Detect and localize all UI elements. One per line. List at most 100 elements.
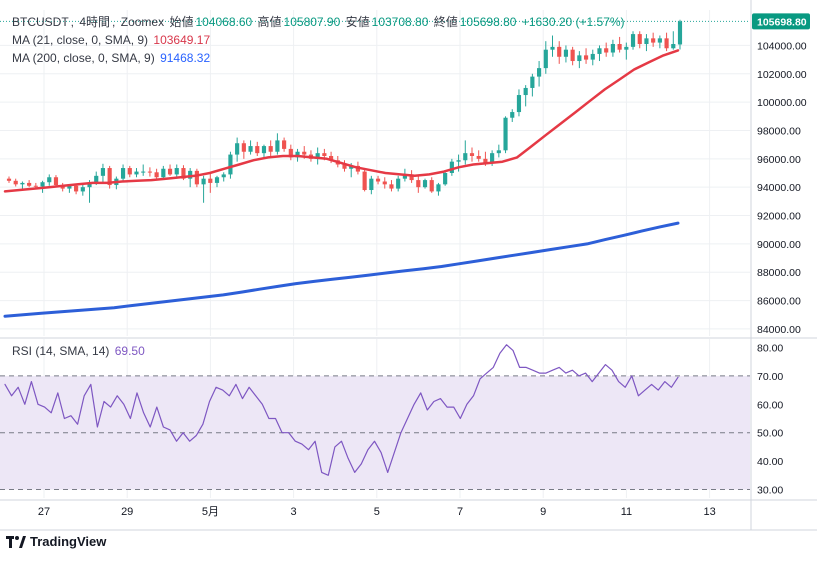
candle-body — [563, 49, 569, 57]
exchange-label: Zoomex — [120, 15, 165, 29]
candle-body — [141, 171, 146, 173]
candle-body — [302, 151, 307, 155]
open-label: 始値 — [169, 15, 194, 29]
symbol-info-line: BTCUSDT, 4時間, Zoomex 始値 104068.60 高値 10580… — [12, 15, 625, 29]
candle-body — [208, 178, 213, 183]
candle-body — [67, 185, 72, 189]
candle-body — [261, 146, 267, 154]
rsi-label: RSI (14, SMA, 14) — [12, 344, 110, 358]
candle-body — [422, 180, 428, 188]
candle-body — [449, 161, 454, 173]
y-tick-label: 100000.00 — [757, 97, 807, 109]
candle-body — [47, 177, 52, 183]
candle-body — [577, 55, 582, 62]
x-tick-label: 3 — [291, 506, 297, 518]
candle-body — [630, 34, 636, 47]
candle-body — [362, 171, 367, 191]
open-value: 104068.60 — [195, 15, 253, 29]
x-tick-label: 7 — [457, 506, 463, 518]
candle-body — [416, 180, 421, 188]
rsi-y-tick-label: 40.00 — [757, 456, 783, 468]
candle-body — [127, 168, 132, 175]
x-tick-label: 5 — [374, 506, 380, 518]
x-tick-label: 13 — [703, 506, 715, 518]
candle-body — [147, 171, 152, 173]
candle-body — [557, 46, 562, 57]
candle-body — [677, 21, 683, 45]
candle-body — [597, 48, 602, 54]
y-tick-label: 86000.00 — [757, 296, 801, 308]
ma200-label: MA (200, close, 0, SMA, 9) — [12, 51, 155, 65]
candle-body — [375, 178, 381, 182]
y-tick-label: 102000.00 — [757, 69, 807, 81]
rsi-legend[interactable]: RSI (14, SMA, 14) 69.50 — [12, 344, 147, 359]
y-tick-label: 104000.00 — [757, 40, 807, 52]
candle-body — [167, 168, 173, 175]
candle-body — [315, 153, 320, 159]
rsi-y-tick-label: 30.00 — [757, 484, 783, 496]
candle-body — [570, 49, 575, 62]
candle-body — [6, 178, 12, 181]
candle-body — [463, 153, 468, 161]
candle-body — [349, 165, 354, 169]
candle-body — [221, 174, 226, 178]
x-tick-label: 29 — [121, 506, 133, 518]
candle-body — [342, 164, 347, 169]
candle-body — [651, 38, 656, 43]
candle-body — [328, 155, 334, 161]
candle-body — [27, 182, 32, 186]
candle-body — [516, 95, 522, 113]
candle-body — [94, 175, 99, 183]
rsi-y-tick-label: 80.00 — [757, 343, 783, 355]
x-tick-label: 27 — [38, 506, 50, 518]
interval-label[interactable]: 4時間 — [79, 15, 111, 29]
y-tick-label: 84000.00 — [757, 324, 801, 336]
brand-name: TradingView — [30, 534, 107, 549]
candle-body — [490, 153, 495, 164]
ma200-line — [3, 221, 680, 318]
close-value: 105698.80 — [459, 15, 517, 29]
candle-body — [476, 155, 481, 159]
x-tick-label: 5月 — [202, 506, 219, 518]
candle-body — [469, 153, 475, 156]
candle-body — [80, 187, 85, 192]
candle-body — [637, 34, 642, 45]
candle-body — [396, 178, 401, 189]
candle-body — [194, 170, 199, 185]
high-value: 105807.90 — [283, 15, 341, 29]
candle-body — [483, 158, 488, 164]
x-tick-label: 11 — [621, 506, 632, 518]
candle-body — [543, 49, 548, 69]
symbol-name[interactable]: BTCUSDT — [12, 15, 69, 29]
candle-body — [248, 146, 253, 152]
candle-body — [20, 182, 25, 185]
candle-body — [201, 178, 206, 185]
candle-body — [74, 185, 79, 192]
candle-body — [503, 117, 508, 151]
ma200-legend[interactable]: MA (200, close, 0, SMA, 9) 91468.32 — [12, 51, 212, 66]
candle-body — [550, 46, 555, 50]
last-price-badge — [752, 13, 810, 30]
candle-body — [530, 76, 535, 88]
rsi-line — [4, 344, 679, 476]
candle-body — [657, 38, 662, 43]
last-price-label: 105698.80 — [757, 16, 807, 28]
close-label: 終値 — [433, 15, 458, 29]
candle-body — [275, 140, 280, 152]
candle-body — [610, 44, 615, 53]
candle-body — [295, 151, 300, 158]
candle-body — [510, 112, 515, 118]
low-value: 103708.80 — [371, 15, 429, 29]
y-tick-label: 88000.00 — [757, 267, 801, 279]
ma21-legend[interactable]: MA (21, close, 0, SMA, 9) 103649.17 — [12, 33, 212, 48]
tradingview-logo[interactable]: TradingView — [6, 534, 106, 549]
candle-body — [382, 181, 387, 185]
rsi-value: 69.50 — [114, 344, 145, 358]
candle-body — [235, 143, 240, 155]
rsi-y-tick-label: 70.00 — [757, 371, 783, 383]
candle-body — [241, 143, 246, 152]
candle-body — [100, 168, 106, 176]
rsi-y-tick-label: 60.00 — [757, 399, 783, 411]
